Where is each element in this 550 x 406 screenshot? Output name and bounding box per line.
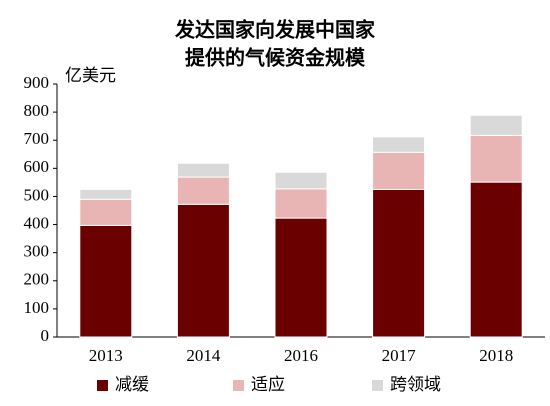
x-tick-label: 2017 [382,346,417,365]
y-tick-label: 300 [24,242,50,261]
x-tick-label: 2018 [479,346,513,365]
bar-segment [176,203,230,338]
y-tick-label: 0 [41,326,50,345]
x-tick-label: 2016 [284,346,318,365]
y-tick-label: 800 [24,101,50,120]
bar-segment [176,176,230,205]
bar-segment [469,181,523,338]
x-tick-label: 2013 [89,346,123,365]
y-axis-label: 亿美元 [65,66,116,85]
chart-title: 提供的气候资金规模 [185,46,366,70]
y-tick-label: 700 [24,129,50,148]
y-tick-label: 600 [24,157,50,176]
bar-segment [372,188,426,338]
y-tick-label: 400 [24,213,50,232]
y-tick-label: 100 [24,298,50,317]
bar-segment [372,151,426,190]
y-tick-label: 200 [24,270,50,289]
legend-label: 跨领域 [390,375,441,394]
legend-swatch [233,380,244,391]
bar-segment [274,217,328,338]
bar-segment [469,114,523,136]
bar-segment [274,171,328,190]
legend-label: 适应 [251,375,285,394]
legend-swatch [372,380,383,391]
legend-label: 减缓 [115,375,149,394]
chart-title: 发达国家向发展中国家 [174,18,376,42]
bar-segment [79,198,133,226]
bar-segment [79,188,133,200]
y-tick-label: 900 [24,73,50,92]
bar-segment [469,134,523,183]
y-tick-label: 500 [24,185,50,204]
bar-segment [79,224,133,338]
bar-segment [274,188,328,219]
legend-swatch [97,380,108,391]
x-tick-label: 2014 [186,346,221,365]
bar-segment [176,162,230,178]
bar-segment [372,136,426,153]
